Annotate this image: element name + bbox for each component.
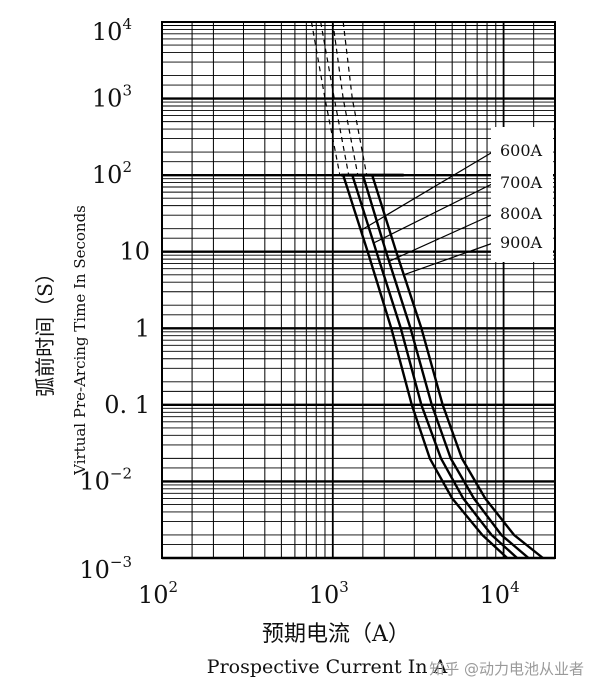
legend-leader-600a: [360, 149, 497, 231]
tick-exponent: 3: [122, 82, 132, 100]
tick-base: 10: [309, 581, 340, 609]
series-800a-line: [361, 174, 530, 559]
series-900a-dashed: [342, 21, 368, 176]
tick-exponent: 2: [122, 158, 132, 176]
tick-base: 10: [79, 467, 110, 495]
y-tick-label: 104: [92, 15, 132, 46]
legend-label-800a: 800A: [500, 204, 543, 223]
tick-exponent: 4: [510, 578, 520, 596]
x-axis-label-en: Prospective Current In A: [207, 656, 448, 678]
x-tick-label: 102: [138, 578, 178, 609]
tick-base: 10: [92, 161, 123, 189]
watermark: 知乎 @动力电池从业者: [429, 660, 584, 678]
series-700a-dashed: [320, 21, 350, 176]
tick-base: 10: [79, 556, 110, 584]
plot-frame: [161, 21, 556, 559]
y-tick-label: 10−3: [79, 553, 132, 584]
tick-exponent: 2: [169, 578, 179, 596]
legend-leader-800a: [388, 212, 497, 262]
legend: 600A 700A 800A 900A: [491, 127, 553, 262]
tick-exponent: −2: [110, 464, 132, 482]
tick-exponent: 4: [122, 15, 132, 33]
y-tick-label: 102: [92, 158, 132, 189]
series-600a-line: [342, 174, 509, 559]
y-tick-label: 103: [92, 82, 132, 113]
series-900a-line: [371, 174, 544, 559]
series-800a-dashed: [332, 21, 359, 176]
series-600a-dashed: [310, 21, 341, 176]
tick-base: 10: [92, 85, 123, 113]
tick-base: 10: [92, 18, 123, 46]
y-axis-label-en: Virtual Pre-Arcing Time In Seconds: [71, 205, 89, 476]
tick-base: 1: [135, 314, 150, 342]
y-tick-label: 1: [135, 314, 150, 342]
series-group: [310, 21, 544, 559]
tick-base: 0. 1: [104, 391, 150, 419]
x-tick-label: 103: [309, 578, 349, 609]
grid: [161, 21, 556, 560]
tick-exponent: −3: [110, 553, 132, 571]
tick-exponent: 3: [339, 578, 349, 596]
legend-box: [491, 127, 553, 262]
tick-base: 10: [480, 581, 511, 609]
legend-label-900a: 900A: [500, 233, 543, 252]
x-axis-label-cn: 预期电流（A）: [262, 622, 410, 647]
y-tick-label: 10: [119, 238, 150, 266]
legend-leaders: [360, 149, 497, 276]
series-700a-line: [351, 174, 518, 559]
legend-leader-700a: [373, 181, 497, 244]
tick-base: 10: [138, 581, 169, 609]
legend-leader-900a: [403, 241, 497, 276]
y-tick-label: 10−2: [79, 464, 132, 495]
legend-label-600a: 600A: [500, 141, 543, 160]
y-tick-label: 0. 1: [104, 391, 150, 419]
y-axis-label-cn: 弧前时间（S）: [33, 263, 57, 397]
tick-base: 10: [119, 238, 150, 266]
x-tick-label: 104: [480, 578, 520, 609]
legend-label-700a: 700A: [500, 173, 543, 192]
